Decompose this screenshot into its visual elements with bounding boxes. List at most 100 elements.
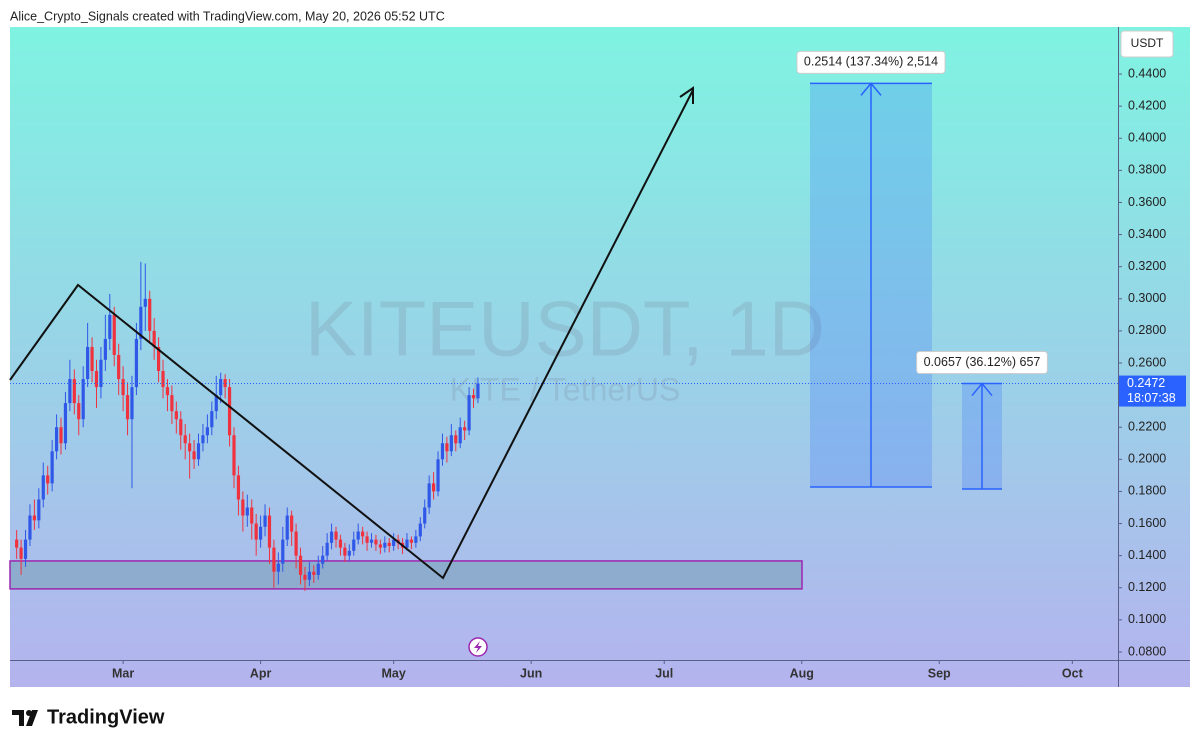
candle-body [303, 574, 307, 580]
y-tick-label: 0.2600 [1128, 355, 1166, 369]
candle-body [307, 571, 311, 580]
last-price-box [1119, 375, 1186, 407]
unit-label: USDT [1131, 36, 1164, 50]
candle-body [41, 475, 45, 500]
candle-body [369, 539, 374, 543]
candle-body [156, 346, 161, 372]
candle-body [352, 539, 356, 551]
candle-body [471, 395, 476, 399]
candle-body [321, 555, 325, 564]
y-tick-label: 0.1800 [1128, 484, 1166, 498]
candle-body [254, 523, 258, 540]
candle-body [427, 483, 431, 508]
candle-body [37, 499, 41, 521]
y-tick-label: 0.4400 [1128, 66, 1166, 80]
candle-body [449, 435, 453, 452]
y-tick-label: 0.0800 [1128, 644, 1166, 658]
candle-body [436, 459, 440, 492]
candle-body [117, 354, 121, 380]
candle-body [19, 547, 23, 559]
candle-body [72, 379, 76, 404]
candle-body [445, 443, 449, 452]
candle-body [343, 547, 347, 556]
candle-body [392, 539, 396, 547]
candle-body [139, 306, 143, 339]
y-tick-label: 0.3200 [1128, 259, 1166, 273]
candle-body [431, 483, 436, 492]
candle-body [232, 435, 236, 476]
candle-body [15, 539, 19, 548]
logo-mark [12, 710, 38, 726]
candle-body [414, 536, 418, 543]
candle-body [374, 539, 378, 545]
candle-body [121, 379, 125, 396]
measure-label-box [796, 50, 946, 74]
y-tick-label: 0.3800 [1128, 163, 1166, 177]
candle-body [161, 371, 165, 388]
candle-body [205, 427, 209, 436]
candle-body [334, 531, 338, 540]
candle-body [179, 419, 183, 436]
x-tick-label: Oct [1062, 666, 1084, 680]
candle-body [94, 371, 99, 388]
candle-body [103, 338, 107, 360]
candle-body [196, 443, 201, 460]
candle-body [298, 555, 303, 575]
x-tick-label: Jul [655, 666, 673, 680]
candle-body [378, 544, 382, 548]
candle-body [356, 531, 360, 540]
y-tick-label: 0.2800 [1128, 323, 1166, 337]
candle-body [219, 379, 223, 396]
candle-body [259, 526, 263, 540]
candle-body [143, 298, 147, 307]
candle-body [418, 523, 422, 537]
candle-body [267, 515, 272, 548]
candle-body [201, 435, 205, 444]
candle-body [174, 411, 178, 420]
candle-body [148, 298, 152, 331]
x-tick-label: Aug [790, 666, 814, 680]
x-tick-label: Mar [112, 666, 134, 680]
forecast-arrowhead [679, 86, 694, 104]
candle-body [365, 536, 369, 543]
candle-body [188, 443, 192, 452]
last-price-label: 0.2472 [1127, 376, 1165, 390]
candle-body [99, 359, 103, 388]
watermark-subtitle: KITE / TetherUS [450, 371, 681, 407]
unit-box[interactable] [1120, 30, 1174, 58]
candle-body [68, 379, 72, 404]
support-zone [9, 560, 803, 590]
candle-body [276, 563, 280, 572]
header: Alice_Crypto_Signals created with Tradin… [10, 9, 445, 23]
candle-body [152, 330, 156, 347]
candle-body [210, 411, 214, 428]
candle-body [272, 547, 276, 572]
y-tick-label: 0.4200 [1128, 98, 1166, 112]
y-tick-label: 0.3600 [1128, 195, 1166, 209]
candle-body [329, 531, 334, 543]
candle-body [467, 395, 471, 431]
event-icon-bolt [474, 641, 482, 653]
candle-body [227, 387, 232, 436]
candle-body [338, 539, 343, 548]
x-tick-label: Jun [520, 666, 542, 680]
y-tick-label: 0.3400 [1128, 227, 1166, 241]
candle-body [440, 443, 445, 460]
candle-body [281, 539, 285, 564]
candle-body [387, 542, 391, 547]
countdown-label: 18:07:38 [1127, 391, 1176, 405]
footer-logo [12, 710, 38, 726]
candle-body [192, 451, 196, 460]
candle-body [59, 427, 63, 444]
x-tick-label: Apr [250, 666, 272, 680]
candle-body [223, 379, 227, 388]
candle-body [245, 507, 249, 516]
candle-body [165, 387, 170, 396]
candle-body [54, 427, 59, 452]
candle-body [134, 338, 139, 388]
x-tick-label: Sep [928, 666, 951, 680]
candle-body [263, 515, 267, 527]
candle-body [170, 395, 174, 412]
